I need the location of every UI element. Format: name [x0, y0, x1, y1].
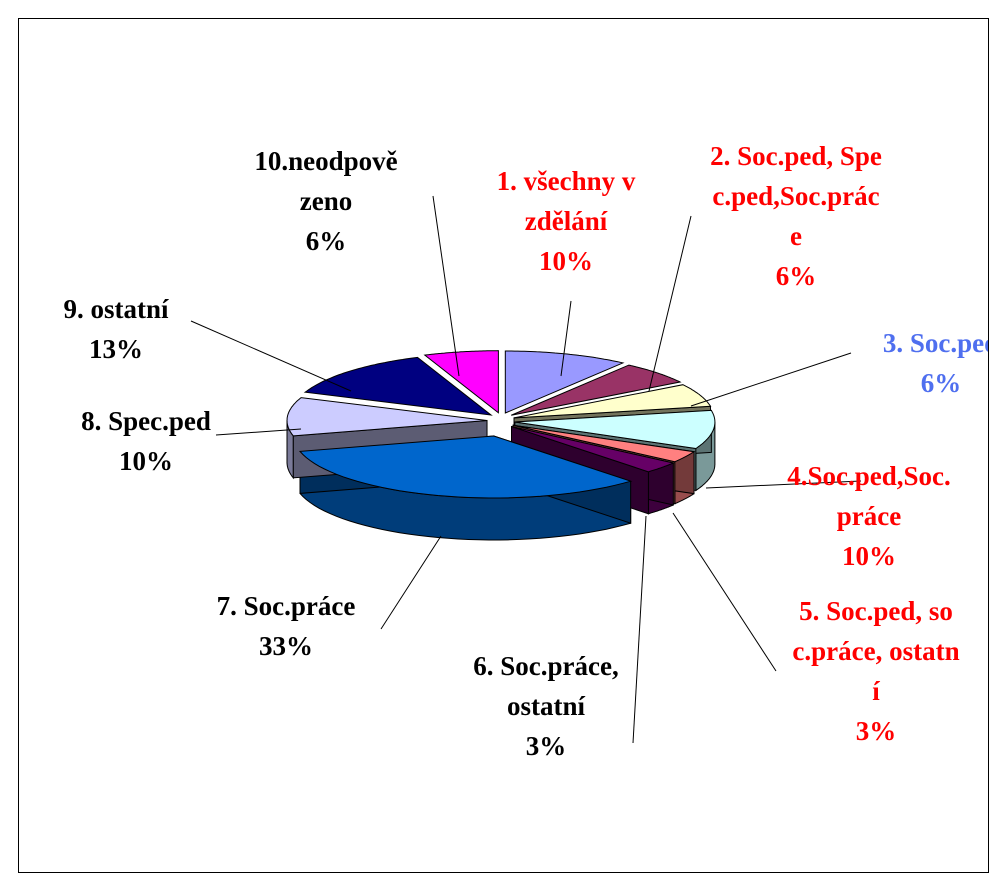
category-name: 4.Soc.ped,Soc.práce — [787, 461, 951, 531]
slice — [512, 424, 696, 463]
leader-line — [215, 428, 302, 436]
category-name: 8. Spec.ped — [81, 406, 211, 436]
category-name: 1. všechny vzdělání — [496, 166, 636, 236]
slice-label: 1. všechny vzdělání 10% — [491, 161, 641, 281]
leader-line — [705, 480, 862, 489]
slice-label: 9. ostatní 13% — [19, 289, 216, 369]
value-label: 6% — [775, 261, 817, 291]
slice-label: 10.neodpovězeno 6% — [251, 141, 401, 261]
leader-line — [672, 512, 777, 672]
value-label: 13% — [89, 334, 143, 364]
leader-line — [432, 195, 460, 377]
leader-line — [190, 320, 352, 392]
category-name: 10.neodpovězeno — [254, 146, 398, 216]
value-label: 10% — [119, 446, 173, 476]
slice-label: 7. Soc.práce 33% — [186, 586, 386, 666]
slice-label: 2. Soc.ped, Spec.ped,Soc.práce 6% — [707, 136, 885, 296]
slice — [511, 426, 676, 473]
slice-label: 3. Soc.ped 6% — [841, 323, 989, 403]
category-name: 6. Soc.práce, ostatní — [473, 651, 619, 721]
value-label: 3% — [855, 716, 897, 746]
slice — [511, 364, 682, 416]
value-label: 10% — [539, 246, 593, 276]
value-label: 6% — [920, 368, 962, 398]
leader-line — [560, 300, 572, 377]
chart-frame: 1. všechny vzdělání 10% 2. Soc.ped, Spec.p… — [18, 18, 989, 873]
slice-label: 6. Soc.práce, ostatní 3% — [466, 646, 626, 766]
leader-line — [632, 515, 647, 744]
leader-line — [648, 215, 692, 392]
category-name: 9. ostatní — [63, 294, 169, 324]
slice-label: 4.Soc.ped,Soc.práce 10% — [787, 456, 952, 576]
slice — [303, 356, 493, 416]
category-name: 5. Soc.ped, soc.práce, ostatní — [792, 596, 960, 706]
value-label: 10% — [842, 541, 896, 571]
category-name: 2. Soc.ped, Spec.ped,Soc.práce — [710, 141, 882, 251]
category-name: 3. Soc.ped — [882, 328, 989, 358]
category-name: 7. Soc.práce — [216, 591, 356, 621]
value-label: 6% — [305, 226, 347, 256]
slice-label: 5. Soc.ped, soc.práce, ostatní 3% — [791, 591, 961, 751]
slice — [423, 350, 499, 414]
chart — [190, 195, 862, 744]
slice-label: 8. Spec.ped 10% — [46, 401, 246, 481]
slice — [298, 435, 633, 499]
value-label: 3% — [525, 731, 567, 761]
leader-line — [380, 535, 442, 630]
leader-line — [690, 352, 852, 407]
slice — [504, 350, 625, 414]
slice — [513, 384, 712, 419]
slice — [514, 409, 716, 450]
value-label: 33% — [259, 631, 313, 661]
